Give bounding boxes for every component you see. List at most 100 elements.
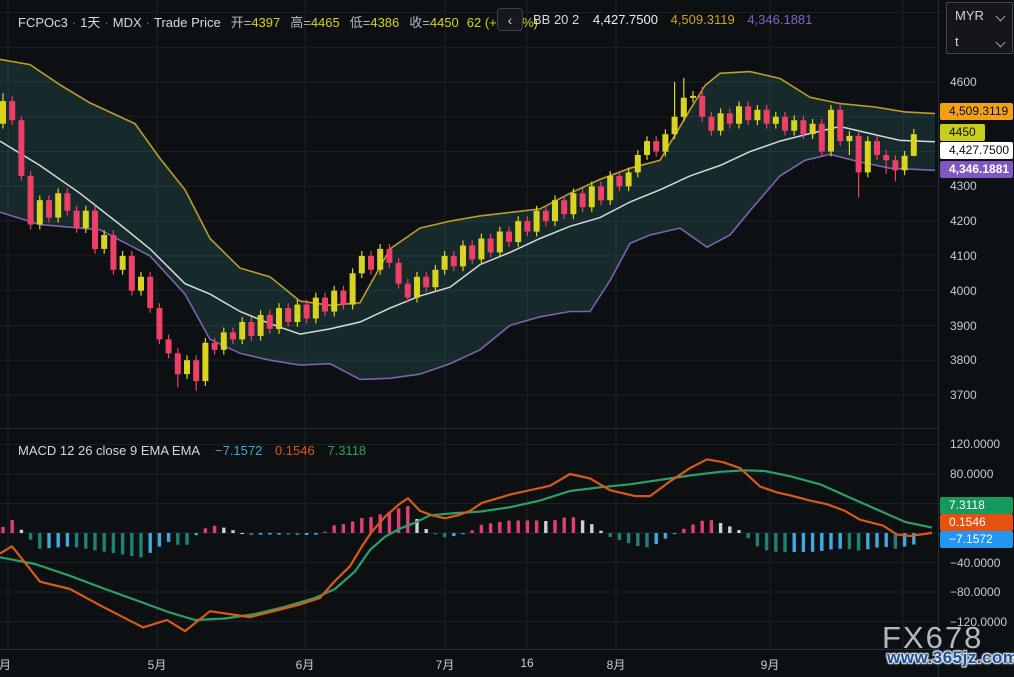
- candle-body: [340, 290, 347, 305]
- candle-body: [248, 322, 255, 336]
- chart-canvas[interactable]: [0, 0, 938, 649]
- candle-body: [782, 116, 788, 131]
- candle-body: [809, 123, 816, 135]
- candle-body: [763, 109, 770, 124]
- macd-hist-bar: [571, 517, 576, 533]
- axis-price-badge: 4,346.1881: [940, 161, 1013, 178]
- candle-body: [322, 297, 328, 312]
- macd-hist-bar: [65, 533, 70, 547]
- candle-body: [285, 308, 292, 322]
- macd-hist-bar: [212, 525, 217, 533]
- ohlc-value: 4386: [370, 15, 400, 30]
- main-series-legend: FCPOc3 · 1天 · MDX · Trade Price 开=4397 高=4465 低=4…: [18, 12, 538, 31]
- candle-body: [644, 141, 650, 155]
- macd-hist-bar: [608, 533, 612, 537]
- candle-body: [165, 339, 172, 354]
- macd-hist-bar: [755, 533, 760, 547]
- macd-hist-bar: [672, 533, 677, 535]
- macd-hist-bar: [774, 533, 778, 552]
- axis-price-label: −120.0000: [950, 615, 1008, 629]
- macd-title[interactable]: MACD 12 26 close 9 EMA EMA: [18, 443, 200, 458]
- unit-dropdown[interactable]: t: [947, 29, 1012, 55]
- macd-hist-bar: [691, 524, 695, 533]
- macd-hist-bar: [525, 520, 530, 533]
- axis-price-label: 4200: [950, 214, 977, 228]
- candle-body: [92, 210, 98, 249]
- macd-hist-bar: [286, 533, 290, 535]
- macd-line-curve: [0, 458, 933, 633]
- macd-hist-bar: [28, 533, 33, 540]
- macd-hist-bar: [534, 520, 539, 533]
- candle-body: [837, 109, 844, 142]
- macd-hist-bar: [176, 533, 180, 545]
- candle-body: [506, 231, 512, 242]
- macd-hist-bar: [783, 533, 787, 553]
- candle-body: [671, 116, 678, 135]
- macd-hist-bar: [10, 519, 14, 533]
- macd-hist-bar: [764, 533, 769, 551]
- axis-price-badge: −7.1572: [940, 531, 1013, 548]
- interval-label[interactable]: 1天: [80, 15, 101, 30]
- axis-price-label: 4000: [950, 284, 977, 298]
- candle-body: [441, 255, 448, 270]
- candle-body: [542, 210, 549, 222]
- macd-hist-bar: [194, 533, 198, 536]
- bollinger-legend: BB 20 2 4,427.7500 4,509.3119 4,346.1881: [533, 12, 812, 27]
- series-type-label: Trade Price: [154, 15, 221, 30]
- bb-upper-line: [0, 58, 936, 307]
- macd-hist-bar: [884, 533, 888, 547]
- candle-body: [9, 101, 16, 121]
- candle-body: [699, 95, 706, 117]
- macd-hist-bar: [157, 533, 162, 547]
- candle-body: [110, 235, 117, 270]
- axis-price-badge: 4,427.7500: [940, 142, 1013, 159]
- macd-hist-bar: [424, 529, 428, 533]
- candle-body: [745, 106, 752, 121]
- candle-body: [791, 120, 798, 131]
- candle-body: [846, 135, 853, 142]
- macd-hist-bar: [590, 524, 594, 533]
- macd-signal-curve: [0, 469, 933, 622]
- ohlc-value: 4450: [429, 15, 459, 30]
- macd-hist-bar: [829, 533, 833, 550]
- candle-body: [147, 276, 154, 309]
- candle-body: [404, 283, 411, 298]
- macd-hist-bar: [866, 533, 870, 550]
- macd-hist-bar: [654, 533, 658, 545]
- macd-hist-value: −7.1572: [214, 443, 263, 458]
- macd-hist-bar: [746, 533, 750, 539]
- axis-time-label: 16: [520, 656, 534, 670]
- bb-basis-line: [0, 125, 936, 335]
- macd-hist-bar: [93, 533, 97, 551]
- candle-body: [736, 106, 742, 124]
- symbol-name[interactable]: FCPOc3: [18, 15, 68, 30]
- macd-hist-bar: [139, 533, 143, 558]
- candle-body: [230, 332, 236, 340]
- macd-hist-bar: [74, 533, 79, 548]
- candle-body: [598, 186, 604, 201]
- candle-body: [708, 116, 715, 131]
- macd-hist-bar: [111, 533, 116, 554]
- macd-hist-bar: [350, 521, 355, 533]
- macd-hist-bar: [856, 533, 861, 551]
- collapse-legend-button[interactable]: ‹: [497, 8, 523, 31]
- currency-label: MYR: [955, 8, 984, 23]
- candle-body: [82, 210, 89, 229]
- candle-body: [358, 255, 365, 274]
- time-axis[interactable]: 月 5月 6月 7月 16 8月 9月: [0, 649, 938, 677]
- candle-body: [377, 248, 384, 270]
- macd-hist-bar: [461, 533, 465, 535]
- currency-dropdown[interactable]: MYR: [947, 3, 1012, 29]
- macd-hist-bar: [875, 533, 879, 548]
- candle-body: [772, 116, 779, 124]
- bb-title[interactable]: BB 20 2: [533, 12, 580, 27]
- candle-body: [616, 175, 623, 187]
- candle-body: [303, 304, 310, 319]
- price-axis[interactable]: 4600 4300 4200 4100 4000 3900 3800 3700 120.0000…: [938, 0, 1014, 677]
- macd-hist-bar: [387, 511, 392, 533]
- candle-body: [515, 221, 522, 242]
- macd-hist-bar: [268, 533, 272, 535]
- macd-hist-bar: [295, 533, 300, 536]
- axis-price-label: 120.0000: [950, 437, 1001, 451]
- candle-body: [119, 255, 126, 270]
